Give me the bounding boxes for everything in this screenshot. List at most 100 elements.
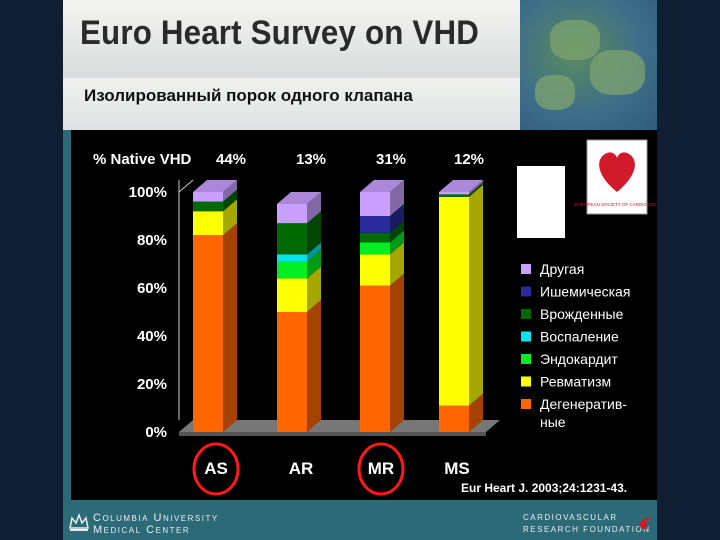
bar-top — [439, 180, 483, 192]
y-tick-label: 20% — [137, 376, 167, 393]
bar-segment-side — [223, 189, 237, 212]
legend-label: Эндокардит — [540, 351, 618, 367]
native-vhd-header: % Native VHD 44% 13% 31% 12% — [93, 151, 484, 168]
bar-segment — [439, 194, 469, 197]
bar-segment — [277, 223, 307, 255]
bar-segment — [193, 201, 223, 212]
legend-swatch — [521, 286, 531, 297]
header-label: % Native VHD — [93, 151, 192, 168]
bar-segment-side — [390, 204, 404, 233]
highlight-circle — [192, 442, 240, 496]
bar-segment-side — [469, 182, 483, 197]
esc-heart-icon — [599, 152, 635, 192]
native-pct-label: 44% — [216, 151, 246, 168]
x-tick-label: AS — [204, 459, 228, 478]
bar-segment — [360, 254, 390, 286]
bar-segment — [360, 232, 390, 243]
highlight-circle — [357, 442, 405, 496]
slide-subtitle: Изолированный порок одного клапана — [84, 86, 413, 105]
legend-label: Ишемическая — [540, 284, 630, 300]
legend-label: Другая — [540, 261, 584, 277]
bar-segment-side — [469, 393, 483, 432]
europe-map-image — [520, 0, 657, 130]
bar-segment-side — [390, 230, 404, 255]
bar-segment-side — [307, 242, 321, 262]
legend-label: Дегенератив- — [540, 396, 627, 412]
legend-label: ные — [540, 414, 566, 430]
columbia-crown-icon — [69, 512, 89, 531]
citation: Eur Heart J. 2003;24:1231-43. — [461, 481, 627, 495]
y-tick-label: 0% — [145, 424, 167, 441]
legend-label: Врожденные — [540, 306, 624, 322]
bar-segment — [439, 196, 469, 406]
x-axis-labels: AS AR MR MS — [192, 442, 470, 496]
legend-swatch — [521, 264, 531, 274]
slide: Euro Heart Survey on VHD Изолированный п… — [63, 0, 657, 540]
bar-segment — [193, 192, 223, 202]
native-pct-label: 13% — [296, 151, 326, 168]
stacked-bar-chart: 0% 20% 40% 60% 80% 100% % Native VHD 44% 13% 31%… — [93, 139, 657, 496]
footer-right: CARDIOVASCULAR RESEARCH FOUNDATION — [523, 512, 650, 536]
y-tick-label: 60% — [137, 280, 167, 297]
bar-segment — [360, 285, 390, 432]
slide-title: Euro Heart Survey on VHD — [80, 14, 479, 52]
subtitle-band — [63, 78, 520, 130]
bar-segment-side — [390, 242, 404, 286]
bar-segment-side — [307, 192, 321, 224]
bar-segment — [277, 204, 307, 224]
chart-floor — [178, 179, 500, 436]
bar-top — [360, 180, 404, 192]
bar-segment-side — [223, 223, 237, 432]
bar-segment-side — [469, 180, 483, 195]
native-pct-label: 31% — [376, 151, 406, 168]
bar-segment-side — [390, 273, 404, 432]
y-axis-cap — [178, 179, 194, 193]
esc-logo-text: EUROPEAN SOCIETY OF CARDIOLOGY — [575, 202, 657, 207]
legend-swatch — [521, 399, 531, 409]
legend-swatch — [521, 331, 531, 342]
legend: Другая Ишемическая Врожденные Воспаление Энд… — [517, 166, 630, 430]
title-box: Euro Heart Survey on VHD — [63, 0, 528, 78]
footer-left-line2: Medical Center — [93, 524, 191, 536]
bar-segment — [360, 242, 390, 255]
x-tick-label: MS — [444, 459, 470, 478]
legend-label: Воспаление — [540, 329, 619, 345]
y-tick-label: 80% — [137, 232, 167, 249]
y-tick-label: 40% — [137, 328, 167, 345]
floor-top — [179, 420, 500, 432]
bar-segment-side — [469, 184, 483, 406]
bar-segment — [277, 254, 307, 262]
bar-segment-side — [307, 211, 321, 255]
x-tick-label: MR — [368, 459, 394, 478]
legend-white-box — [517, 166, 565, 238]
legend-label: Ревматизм — [540, 374, 611, 390]
footer-left: Columbia University Medical Center — [93, 512, 219, 536]
bar-segment-side — [223, 180, 237, 202]
footer-right-line1: CARDIOVASCULAR — [523, 513, 618, 522]
bar-segment — [193, 211, 223, 236]
y-axis: 0% 20% 40% 60% 80% 100% — [129, 184, 167, 441]
bar-top — [193, 180, 237, 192]
bar-segment — [277, 278, 307, 312]
legend-swatch — [521, 376, 531, 387]
esc-logo-box — [586, 139, 648, 215]
footer-left-line1: Columbia University — [93, 512, 219, 524]
bar-segment — [360, 216, 390, 233]
bar-top — [277, 192, 321, 204]
bar-segment — [439, 192, 469, 195]
footer-right-line2: RESEARCH FOUNDATION — [523, 525, 651, 534]
floor-front — [179, 432, 486, 436]
x-tick-label: AR — [289, 459, 314, 478]
y-tick-label: 100% — [129, 184, 167, 201]
bar-segment-side — [307, 300, 321, 432]
crf-logo-icon — [639, 517, 653, 530]
legend-swatch — [521, 309, 531, 319]
bar-segment-side — [390, 220, 404, 243]
bar-segment — [193, 235, 223, 432]
bar-segment-side — [307, 249, 321, 279]
legend-swatch — [521, 354, 531, 364]
bars — [193, 180, 483, 432]
native-pct-label: 12% — [454, 151, 484, 168]
esc-logo: EUROPEAN SOCIETY OF CARDIOLOGY — [575, 139, 657, 215]
chart-panel: 0% 20% 40% 60% 80% 100% % Native VHD 44% 13% 31%… — [71, 130, 657, 500]
